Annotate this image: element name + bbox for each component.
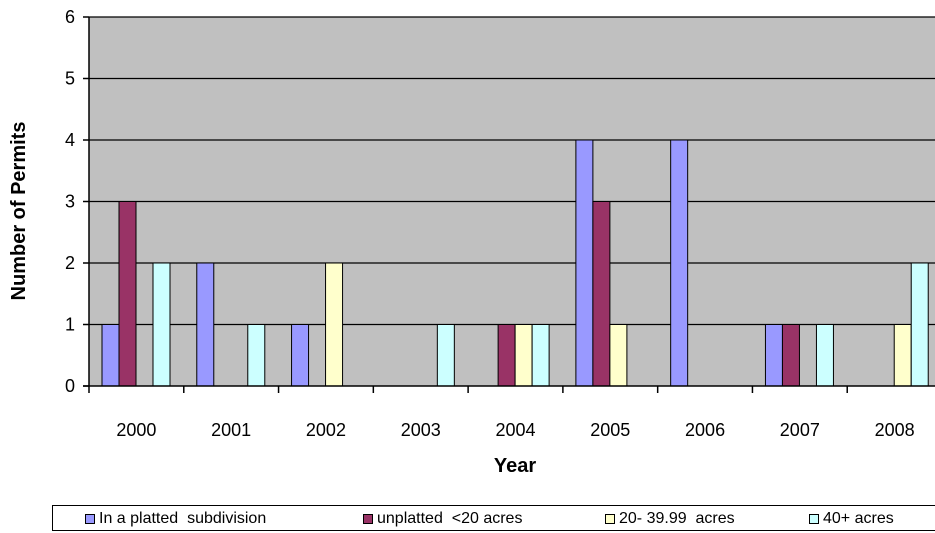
bar-unplatted-20-acres-2004 xyxy=(497,324,516,387)
bar-in-a-platted-subdivision-2001 xyxy=(196,262,215,387)
x-tick-label: 2004 xyxy=(495,420,535,440)
y-tick-label: 2 xyxy=(65,253,75,273)
bar-in-a-platted-subdivision-2000 xyxy=(101,324,120,387)
bar-in-a-platted-subdivision-2007 xyxy=(764,324,783,387)
y-tick-label: 5 xyxy=(65,69,75,89)
y-tick-label: 1 xyxy=(65,315,75,335)
bar-chart: 0 1 2 3 4 5 6 2000 2001 2002 2003 2004 2005 2006 2007 2… xyxy=(8,7,935,477)
x-tick-label: 2003 xyxy=(401,420,441,440)
bar-20-39-99-acres-2004 xyxy=(514,324,533,387)
legend-item-unplatted: unplatted <20 acres xyxy=(363,510,523,527)
x-tick-label: 2006 xyxy=(685,420,725,440)
x-tick-label: 2007 xyxy=(780,420,820,440)
legend-item-platted: In a platted subdivision xyxy=(85,510,267,527)
y-tick-label: 3 xyxy=(65,192,75,212)
bar-40-acres-2000 xyxy=(152,262,171,387)
bar-40-acres-2003 xyxy=(436,324,455,387)
y-tick-label: 4 xyxy=(65,130,75,150)
bar-40-acres-2004 xyxy=(531,324,550,387)
legend-item-20-39: 20- 39.99 acres xyxy=(605,510,735,527)
legend-label-unplatted: unplatted <20 acres xyxy=(377,510,523,527)
bar-20-39-99-acres-2008 xyxy=(893,324,912,387)
bar-unplatted-20-acres-2005 xyxy=(592,201,611,387)
y-tick-label: 6 xyxy=(65,7,75,27)
x-tick-label: 2000 xyxy=(116,420,156,440)
x-tick-label: 2008 xyxy=(875,420,915,440)
bar-40-acres-2007 xyxy=(815,324,834,387)
bar-unplatted-20-acres-2007 xyxy=(781,324,800,387)
legend-label-20-39: 20- 39.99 acres xyxy=(619,510,735,527)
legend-label-platted: In a platted subdivision xyxy=(99,510,267,527)
legend: In a platted subdivision unplatted <20 a… xyxy=(52,505,935,531)
x-tick-label: 2001 xyxy=(211,420,251,440)
bar-unplatted-20-acres-2000 xyxy=(118,201,137,387)
legend-item-40-plus: 40+ acres xyxy=(809,510,894,527)
x-tick-label: 2005 xyxy=(590,420,630,440)
legend-swatch-platted xyxy=(85,514,95,524)
x-tick-label: 2002 xyxy=(306,420,346,440)
bar-in-a-platted-subdivision-2002 xyxy=(291,324,310,387)
x-axis-label: Year xyxy=(494,455,536,477)
legend-swatch-40-plus xyxy=(809,514,819,524)
bar-40-acres-2001 xyxy=(247,324,266,387)
bar-20-39-99-acres-2005 xyxy=(609,324,628,387)
legend-swatch-unplatted xyxy=(363,514,373,524)
y-tick-label: 0 xyxy=(65,376,75,396)
bar-40-acres-2008 xyxy=(910,262,929,387)
y-axis-label: Number of Permits xyxy=(8,122,30,301)
bar-20-39-99-acres-2002 xyxy=(325,262,344,387)
bar-in-a-platted-subdivision-2005 xyxy=(575,139,594,387)
bar-in-a-platted-subdivision-2006 xyxy=(670,139,689,387)
legend-swatch-20-39 xyxy=(605,514,615,524)
legend-label-40-plus: 40+ acres xyxy=(823,510,894,527)
